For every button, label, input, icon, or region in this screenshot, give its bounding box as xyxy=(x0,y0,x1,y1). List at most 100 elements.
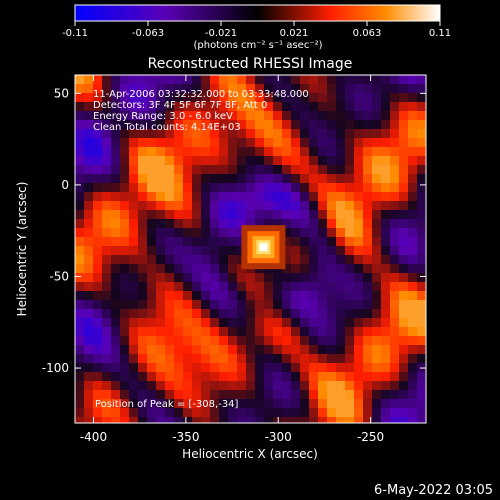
heatmap-cell xyxy=(327,336,336,345)
heatmap-cell xyxy=(84,120,93,129)
heatmap-cell xyxy=(300,201,309,210)
heatmap-cell xyxy=(381,228,390,237)
heatmap-cell xyxy=(237,408,246,417)
heatmap-cell xyxy=(165,291,174,300)
heatmap-cell xyxy=(174,174,183,183)
heatmap-cell xyxy=(219,363,228,372)
heatmap-cell xyxy=(273,129,282,138)
heatmap-cell xyxy=(138,201,147,210)
heatmap-cell xyxy=(408,300,417,309)
heatmap-cell xyxy=(291,228,300,237)
heatmap-cell xyxy=(174,399,183,408)
heatmap-cell xyxy=(228,165,237,174)
heatmap-cell xyxy=(408,219,417,228)
heatmap-cell xyxy=(147,219,156,228)
heatmap-cell xyxy=(138,417,147,423)
heatmap-cell xyxy=(336,354,345,363)
heatmap-cell xyxy=(318,147,327,156)
heatmap-cell xyxy=(84,291,93,300)
heatmap-cell xyxy=(408,156,417,165)
heatmap-cell xyxy=(228,129,237,138)
heatmap-cell xyxy=(309,228,318,237)
heatmap-cell xyxy=(345,300,354,309)
heatmap-cell xyxy=(381,273,390,282)
heatmap-cell xyxy=(408,147,417,156)
heatmap-cell xyxy=(210,408,219,417)
heatmap-cell xyxy=(327,111,336,120)
heatmap-cell xyxy=(381,75,390,84)
heatmap-cell xyxy=(309,120,318,129)
heatmap-cell xyxy=(201,138,210,147)
heatmap-cell xyxy=(390,219,399,228)
heatmap-cell xyxy=(309,102,318,111)
heatmap-cell xyxy=(291,408,300,417)
heatmap-cell xyxy=(174,264,183,273)
heatmap-cell xyxy=(363,246,372,255)
heatmap-cell xyxy=(84,228,93,237)
heatmap-cell xyxy=(111,354,120,363)
heatmap-cell xyxy=(228,417,237,423)
heatmap-cell xyxy=(318,399,327,408)
heatmap-cell xyxy=(93,183,102,192)
heatmap-cell xyxy=(390,237,399,246)
heatmap-cell xyxy=(246,156,255,165)
heatmap-cell xyxy=(408,246,417,255)
heatmap-cell xyxy=(147,309,156,318)
heatmap-cell xyxy=(219,246,228,255)
heatmap-cell xyxy=(129,345,138,354)
heatmap-cell xyxy=(264,183,273,192)
heatmap-cell xyxy=(336,408,345,417)
heatmap-cell xyxy=(381,183,390,192)
heatmap-cell xyxy=(75,309,84,318)
heatmap-cell xyxy=(192,183,201,192)
heatmap-cell xyxy=(273,399,282,408)
heatmap-cell xyxy=(201,102,210,111)
heatmap-cell xyxy=(102,417,111,423)
heatmap-cell xyxy=(219,120,228,129)
heatmap-cell xyxy=(291,354,300,363)
heatmap-cell xyxy=(138,408,147,417)
heatmap-cell xyxy=(102,120,111,129)
heatmap-cell xyxy=(399,381,408,390)
heatmap-cell xyxy=(264,210,273,219)
heatmap-cell xyxy=(102,93,111,102)
heatmap-cell xyxy=(210,210,219,219)
heatmap-cell xyxy=(192,210,201,219)
heatmap-cell xyxy=(102,273,111,282)
heatmap-cell xyxy=(399,147,408,156)
heatmap-cell xyxy=(165,273,174,282)
heatmap-cell xyxy=(165,165,174,174)
heatmap-cell xyxy=(399,354,408,363)
heatmap-cell xyxy=(147,336,156,345)
heatmap-cell xyxy=(201,318,210,327)
heatmap-cell xyxy=(156,84,165,93)
heatmap-cell xyxy=(102,399,111,408)
y-tick-label: -100 xyxy=(42,361,69,375)
heatmap-cell xyxy=(129,174,138,183)
heatmap-cell xyxy=(138,237,147,246)
heatmap-cell xyxy=(354,300,363,309)
heatmap-cell xyxy=(354,174,363,183)
heatmap-cell xyxy=(318,390,327,399)
heatmap-cell xyxy=(309,111,318,120)
heatmap-cell xyxy=(273,381,282,390)
heatmap-cell xyxy=(129,129,138,138)
heatmap-cell xyxy=(390,228,399,237)
heatmap-cell xyxy=(111,219,120,228)
heatmap-cell xyxy=(147,84,156,93)
heatmap-cell xyxy=(345,84,354,93)
heatmap-cell xyxy=(408,363,417,372)
colorbar-tick-label: 0.11 xyxy=(429,28,451,39)
heatmap-cell xyxy=(255,138,264,147)
heatmap-cell xyxy=(372,102,381,111)
heatmap-cell xyxy=(345,174,354,183)
heatmap-cell xyxy=(372,129,381,138)
heatmap-cell xyxy=(138,372,147,381)
heatmap-cell xyxy=(147,408,156,417)
heatmap-cell xyxy=(84,165,93,174)
heatmap-cell xyxy=(255,309,264,318)
heatmap-cell xyxy=(354,390,363,399)
heatmap-cell xyxy=(336,282,345,291)
heatmap-cell xyxy=(327,264,336,273)
heatmap-cell xyxy=(210,282,219,291)
